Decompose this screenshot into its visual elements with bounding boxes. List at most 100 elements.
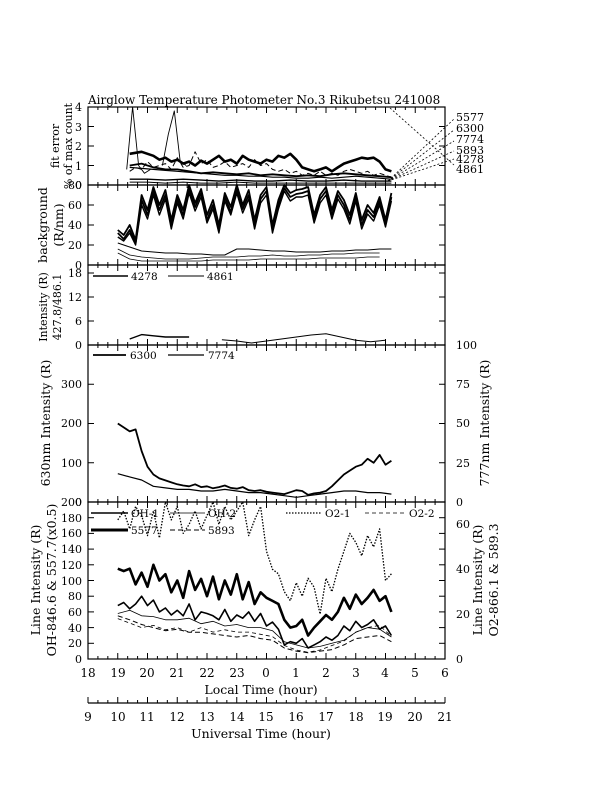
panel3-ylabel-2: 427.8/486.1 bbox=[51, 274, 64, 341]
ut-tick-11: 20 bbox=[407, 710, 422, 724]
p1-rlabel-5577: 5577 bbox=[456, 111, 484, 124]
series-line-5893 bbox=[129, 151, 392, 178]
p3-ytick-3: 18 bbox=[68, 267, 82, 280]
series-line-bg-low-1 bbox=[117, 242, 392, 256]
p2-ytick-0: 0 bbox=[75, 259, 82, 272]
p1-ytick-2: 2 bbox=[75, 140, 82, 153]
series-line-oh-2 bbox=[117, 609, 392, 649]
p1-ytick-1: 1 bbox=[75, 160, 82, 173]
legend-5577-label: 5577 bbox=[131, 525, 158, 537]
series-line-o2-2 bbox=[117, 618, 392, 653]
p5-ytick-8: 160 bbox=[61, 527, 82, 540]
panel4-yticks-right: 0 25 50 75 100 bbox=[456, 339, 477, 509]
p5-rtick-1: 20 bbox=[456, 608, 470, 621]
panel4-frame bbox=[87, 344, 446, 503]
panel2-ylabel-1: background bbox=[35, 187, 50, 263]
ut-tick-7: 16 bbox=[288, 710, 303, 724]
legend-6300-label: 6300 bbox=[130, 350, 157, 362]
series-line-7774 bbox=[117, 473, 392, 498]
p4-ytick-0: 0 bbox=[75, 496, 82, 509]
local-time-label: Local Time (hour) bbox=[204, 682, 317, 697]
legend-o22-label: O2-2 bbox=[409, 508, 435, 520]
series-layer bbox=[117, 106, 393, 654]
panel4-ylabel-right: 777nm Intensity (R) bbox=[477, 360, 492, 487]
ut-tick-1: 10 bbox=[110, 710, 125, 724]
p5-ytick-2: 40 bbox=[68, 622, 82, 635]
p5-ytick-10: 200 bbox=[61, 496, 82, 509]
p2-ytick-4: 80 bbox=[68, 179, 82, 192]
panel1-yticks: 0 1 2 3 4 bbox=[75, 101, 82, 192]
p1-rlabel-4861: 4861 bbox=[456, 163, 484, 176]
panel4-ylabel-left: 630nm Intensity (R) bbox=[38, 360, 53, 487]
p4-rtick-2: 50 bbox=[456, 417, 470, 430]
panel3-ylabel-1: Intensity (R) bbox=[37, 272, 50, 342]
series-line-4861 bbox=[129, 181, 392, 184]
series-line-4278 bbox=[129, 178, 392, 182]
panel5-ylabel-right-1: Line Intensity (R) bbox=[470, 525, 485, 636]
series-line-bg-a bbox=[117, 184, 393, 241]
lt-tick-7: 1 bbox=[292, 666, 300, 680]
series-line-4861 bbox=[221, 333, 386, 344]
p1-ytick-0: 0 bbox=[75, 179, 82, 192]
chart-title: Airglow Temperature Photometer No.3 Riku… bbox=[87, 93, 440, 107]
lt-tick-1: 19 bbox=[110, 666, 125, 680]
series-line-bg-low-3 bbox=[117, 252, 380, 262]
p1-rlabel-6300: 6300 bbox=[456, 122, 484, 135]
panel1-frame bbox=[87, 106, 446, 186]
ut-tick-marks bbox=[87, 697, 446, 703]
p1-ytick-4: 4 bbox=[75, 101, 82, 114]
p2-ytick-3: 60 bbox=[68, 199, 82, 212]
lt-tick-3: 21 bbox=[169, 666, 184, 680]
lt-tick-0: 18 bbox=[80, 666, 95, 680]
p5-ytick-3: 60 bbox=[68, 606, 82, 619]
p3-ytick-1: 6 bbox=[75, 315, 82, 328]
p4-rtick-0: 0 bbox=[456, 496, 463, 509]
ut-tick-8: 17 bbox=[318, 710, 333, 724]
lt-tick-10: 4 bbox=[381, 666, 389, 680]
panel5-yticks-left: 0 20 40 60 80 100 120 140 160 180 200 bbox=[61, 496, 82, 666]
ut-tick-3: 12 bbox=[169, 710, 184, 724]
p1-rlabel-5893: 5893 bbox=[456, 144, 484, 157]
p4-ytick-1: 100 bbox=[61, 457, 82, 470]
lt-tick-12: 6 bbox=[441, 666, 449, 680]
p1-ytick-3: 3 bbox=[75, 121, 82, 134]
legend-4278-label: 4278 bbox=[131, 271, 158, 283]
p3-ytick-2: 12 bbox=[68, 291, 82, 304]
connector-7774 bbox=[387, 140, 455, 182]
connector-5893 bbox=[387, 150, 455, 182]
p5-rtick-0: 0 bbox=[456, 653, 463, 666]
lt-tick-6: 0 bbox=[262, 666, 270, 680]
p5-ytick-9: 180 bbox=[61, 512, 82, 525]
lt-tick-2: 20 bbox=[139, 666, 154, 680]
p1-rlabel-4278: 4278 bbox=[456, 153, 484, 166]
p2-ytick-2: 40 bbox=[68, 219, 82, 232]
ut-tick-10: 19 bbox=[377, 710, 392, 724]
p5-ytick-0: 0 bbox=[75, 653, 82, 666]
series-line-6300 bbox=[129, 162, 392, 179]
p2-ytick-1: 20 bbox=[68, 239, 82, 252]
series-line-5577 bbox=[117, 563, 393, 637]
legend-5893-label: 5893 bbox=[208, 525, 235, 537]
lt-tick-11: 5 bbox=[411, 666, 419, 680]
ut-tick-12: 21 bbox=[437, 710, 452, 724]
lt-tick-4: 22 bbox=[199, 666, 214, 680]
series-line-5577 bbox=[129, 150, 392, 173]
panel1-ylabel-2: % of max count bbox=[62, 102, 75, 189]
series-line-7774 bbox=[129, 166, 392, 180]
p1-rlabel-7774: 7774 bbox=[456, 133, 484, 146]
lt-tick-5: 23 bbox=[229, 666, 244, 680]
panel5-yticks-right: 0 20 40 60 bbox=[456, 518, 470, 666]
ut-tick-4: 13 bbox=[199, 710, 214, 724]
series-line-spike-2 bbox=[161, 110, 187, 166]
p5-ytick-1: 20 bbox=[68, 637, 82, 650]
panel2-yticks: 0 20 40 60 80 bbox=[68, 179, 82, 272]
series-line-bg-low-2 bbox=[117, 248, 380, 260]
connector-4278 bbox=[387, 158, 455, 182]
series-line-4278 bbox=[129, 333, 190, 340]
series-line-spike-1 bbox=[126, 106, 151, 174]
panel3-yticks: 0 6 12 18 bbox=[68, 267, 82, 352]
ut-tick-0: 9 bbox=[84, 710, 92, 724]
p5-ytick-5: 100 bbox=[61, 575, 82, 588]
panel5-ylabel-right-2: O2-866.1 & 589.3 bbox=[486, 523, 501, 636]
ut-tick-5: 14 bbox=[229, 710, 245, 724]
